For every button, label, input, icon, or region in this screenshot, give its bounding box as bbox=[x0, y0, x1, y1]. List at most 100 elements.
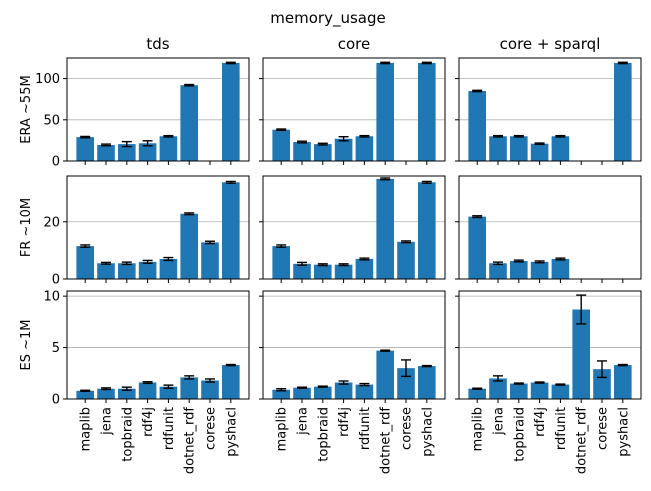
x-tick-label-rdfunit: rdfunit bbox=[554, 407, 569, 450]
x-tick-label-dotnet_rdf: dotnet_rdf bbox=[575, 407, 590, 475]
bar-maplib bbox=[76, 137, 94, 161]
column-title: tds bbox=[146, 35, 169, 53]
axes-frame bbox=[66, 57, 250, 162]
bar-maplib bbox=[76, 246, 94, 279]
y-tick-label: 0 bbox=[52, 393, 60, 408]
bar-pyshacl bbox=[222, 182, 240, 279]
bar-pyshacl bbox=[418, 366, 436, 399]
y-tick-label: 0 bbox=[52, 155, 60, 170]
x-tick-label-maplib: maplib bbox=[471, 407, 486, 451]
bar-pyshacl bbox=[418, 182, 436, 279]
bar-maplib bbox=[272, 389, 290, 399]
bar-rdfunit bbox=[551, 136, 570, 161]
axes-frame bbox=[458, 175, 642, 280]
bar-corese bbox=[593, 369, 611, 399]
bar-pyshacl bbox=[222, 365, 240, 399]
bar-dotnet_rdf bbox=[376, 350, 394, 399]
bar-rdf4j bbox=[530, 382, 549, 399]
x-tick-label-corese: corese bbox=[400, 407, 415, 450]
bar-dotnet_rdf bbox=[376, 62, 394, 161]
x-tick-label-rdf4j: rdf4j bbox=[337, 407, 352, 437]
bar-dotnet_rdf bbox=[572, 309, 590, 399]
bar-topbraid bbox=[118, 144, 136, 161]
x-tick-label-jena: jena bbox=[296, 407, 311, 436]
bar-topbraid bbox=[510, 260, 528, 279]
column-title: core + sparql bbox=[500, 35, 601, 53]
x-tick-label-topbraid: topbraid bbox=[120, 407, 135, 462]
column-title: core bbox=[338, 35, 371, 53]
row-label: ES ~1M bbox=[19, 320, 34, 371]
axes-frame bbox=[262, 57, 446, 162]
bar-rdfunit bbox=[551, 384, 570, 399]
x-tick-label-dotnet_rdf: dotnet_rdf bbox=[379, 407, 394, 475]
bar-pyshacl bbox=[222, 62, 240, 161]
x-tick-label-corese: corese bbox=[204, 407, 219, 450]
bar-jena bbox=[293, 263, 311, 279]
bar-rdfunit bbox=[355, 258, 374, 279]
row-label: FR ~10M bbox=[19, 198, 34, 257]
axes-frame bbox=[66, 290, 250, 400]
bar-dotnet_rdf bbox=[180, 85, 198, 161]
bar-rdf4j bbox=[138, 261, 157, 279]
x-tick-label-rdfunit: rdfunit bbox=[162, 407, 177, 450]
bar-jena bbox=[489, 378, 507, 399]
bar-jena bbox=[489, 263, 507, 279]
x-tick-label-pyshacl: pyshacl bbox=[616, 407, 631, 457]
bar-dotnet_rdf bbox=[180, 377, 198, 399]
bar-rdf4j bbox=[334, 138, 353, 161]
bar-rdf4j bbox=[334, 382, 353, 399]
bar-rdfunit bbox=[551, 258, 570, 279]
bar-topbraid bbox=[510, 136, 528, 161]
row-label: ERA ~55M bbox=[19, 75, 34, 143]
y-tick-label: 20 bbox=[43, 215, 60, 230]
bar-topbraid bbox=[510, 383, 528, 399]
x-tick-label-jena: jena bbox=[100, 407, 115, 436]
y-tick-label: 10 bbox=[43, 290, 60, 305]
bar-topbraid bbox=[314, 144, 332, 161]
axes-frame bbox=[458, 57, 642, 162]
x-tick-label-pyshacl: pyshacl bbox=[420, 407, 435, 457]
bar-jena bbox=[489, 136, 507, 161]
bar-topbraid bbox=[314, 264, 332, 279]
bar-topbraid bbox=[118, 388, 136, 399]
bar-topbraid bbox=[118, 263, 136, 279]
bar-rdfunit bbox=[159, 136, 178, 161]
bar-jena bbox=[97, 388, 115, 399]
y-tick-label: 100 bbox=[35, 72, 60, 87]
bar-dotnet_rdf bbox=[180, 213, 198, 279]
y-tick-label: 0 bbox=[52, 273, 60, 288]
x-tick-label-topbraid: topbraid bbox=[316, 407, 331, 462]
bar-rdf4j bbox=[530, 261, 549, 279]
axes-frame bbox=[458, 290, 642, 400]
bar-maplib bbox=[468, 388, 486, 399]
bar-jena bbox=[293, 387, 311, 399]
figure-title: memory_usage bbox=[270, 9, 385, 28]
bar-jena bbox=[293, 142, 311, 161]
bar-corese bbox=[201, 242, 219, 279]
bar-maplib bbox=[272, 246, 290, 279]
x-tick-label-rdf4j: rdf4j bbox=[141, 407, 156, 437]
bar-topbraid bbox=[314, 386, 332, 399]
bar-rdfunit bbox=[355, 136, 374, 161]
x-tick-label-maplib: maplib bbox=[275, 407, 290, 451]
bar-dotnet_rdf bbox=[376, 178, 394, 279]
bar-maplib bbox=[272, 129, 290, 161]
bar-rdf4j bbox=[334, 264, 353, 279]
axes-frame bbox=[262, 290, 446, 400]
x-tick-label-jena: jena bbox=[492, 407, 507, 436]
bar-corese bbox=[397, 241, 415, 279]
bar-corese bbox=[201, 380, 219, 399]
x-tick-label-topbraid: topbraid bbox=[512, 407, 527, 462]
bar-maplib bbox=[468, 216, 486, 279]
bar-maplib bbox=[468, 90, 486, 161]
bar-rdf4j bbox=[138, 143, 157, 161]
bar-rdfunit bbox=[355, 384, 374, 399]
bar-jena bbox=[97, 263, 115, 279]
x-tick-label-dotnet_rdf: dotnet_rdf bbox=[183, 407, 198, 475]
bar-rdfunit bbox=[159, 386, 178, 399]
bar-maplib bbox=[76, 390, 94, 399]
bar-rdf4j bbox=[138, 382, 157, 399]
bar-rdf4j bbox=[530, 143, 549, 161]
y-tick-label: 5 bbox=[52, 341, 60, 356]
